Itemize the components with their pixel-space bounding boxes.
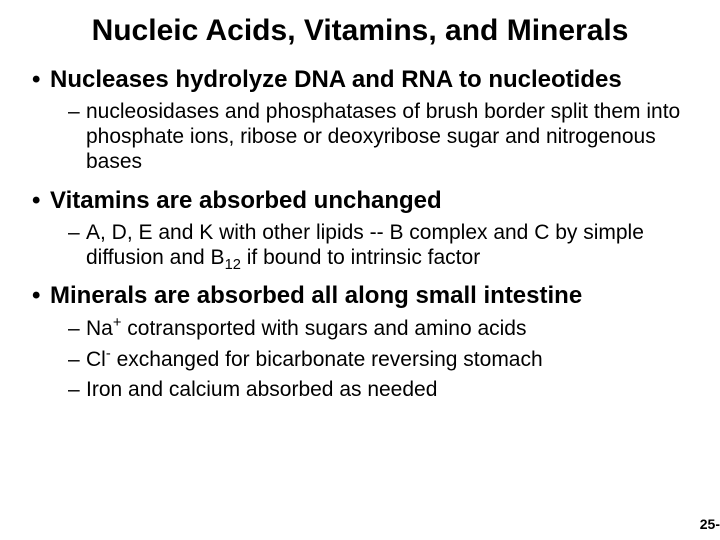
- subbullet-sodium: Na+ cotransported with sugars and amino …: [68, 317, 696, 342]
- cl-text: Cl: [86, 348, 106, 371]
- b12-subscript: 12: [225, 257, 241, 273]
- subbullet-nucleosidases: nucleosidases and phosphatases of brush …: [68, 100, 696, 174]
- cl-text-post: exchanged for bicarbonate reversing stom…: [111, 348, 543, 371]
- subbullet-iron-calcium: Iron and calcium absorbed as needed: [68, 378, 696, 403]
- bullet-minerals: Minerals are absorbed all along small in…: [32, 282, 696, 310]
- bullet-vitamins: Vitamins are absorbed unchanged: [32, 187, 696, 215]
- page-number: 25-: [700, 516, 720, 532]
- na-text: Na: [86, 317, 113, 340]
- slide-title: Nucleic Acids, Vitamins, and Minerals: [24, 14, 696, 48]
- na-text-post: cotransported with sugars and amino acid…: [121, 317, 526, 340]
- vitamin-text-post: if bound to intrinsic factor: [241, 246, 480, 269]
- bullet-nucleases: Nucleases hydrolyze DNA and RNA to nucle…: [32, 66, 696, 94]
- subbullet-vitamin-list: A, D, E and K with other lipids -- B com…: [68, 221, 696, 271]
- subbullet-chloride: Cl- exchanged for bicarbonate reversing …: [68, 348, 696, 373]
